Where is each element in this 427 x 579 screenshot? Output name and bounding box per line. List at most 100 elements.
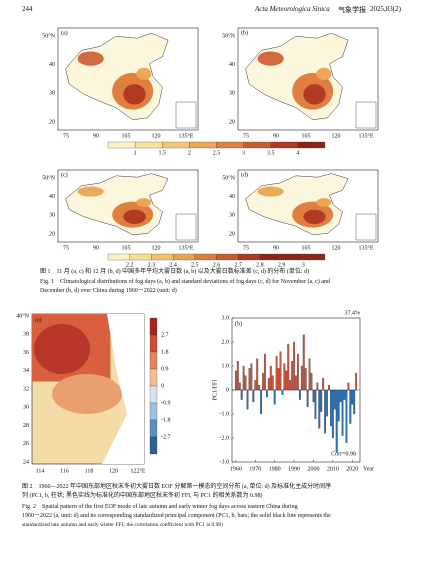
colorbar-cell [134,141,163,149]
bar [351,389,354,405]
colorbar-cell [149,436,158,455]
lat-label: 40 [49,62,55,68]
bar [302,334,305,391]
colorbar-label: -2.7 [161,434,171,440]
x-tick-label: 1970 [249,466,261,472]
bar [304,368,307,391]
bar [349,389,352,424]
inset [355,213,377,241]
lon-label: 90 [93,245,99,251]
colorbar-cell [149,419,158,438]
colorbar-cell [238,253,261,261]
bar [318,389,321,429]
bar [281,389,284,395]
lat-label: 38 [23,332,29,338]
fog-area [136,67,152,81]
lon-label: 105 [122,133,131,139]
lon-label: 75 [243,133,249,139]
bar [293,341,295,391]
colorbar-cell [243,141,271,149]
bar [254,380,257,391]
lat-label: 32 [23,386,29,392]
y-label: PC1/FFI [212,380,218,401]
fog-area [77,51,104,66]
panel-label: (c) [61,171,68,178]
bar [258,385,261,391]
bar [291,361,294,391]
colorbar-label: 1 [134,150,137,156]
colorbar-label: -0.9 [161,400,171,406]
lon-label: 120 [109,468,118,474]
bar [322,377,325,391]
bar [250,363,253,391]
fog-area [136,198,152,207]
x-tick-label: 2010 [327,466,339,472]
bar [308,358,311,391]
bar [353,389,356,415]
panel-label: (a) [61,29,68,36]
bar [310,373,313,391]
colorbar-label: 2.8 [256,262,264,268]
corr: Corr=0.98 [331,451,356,457]
bar [337,389,340,422]
lon-label: 105 [302,245,311,251]
colorbar-cell [107,253,130,261]
caption: 图 2 1960—2022 年中国东部地区秋末冬初大雾日数 EOF 分解第一模态… [22,484,332,490]
bar [341,389,344,436]
bar [244,375,247,391]
lat-label: 28 [23,423,29,429]
x-tick-label: 2000 [307,466,319,472]
journal: Acta Meteorologica Sinica [255,5,330,13]
colorbar-label: 0 [161,383,164,389]
variance: 37.4% [345,310,361,316]
colorbar-cell [303,253,326,261]
lat-label: 40 [49,194,55,200]
bar [265,389,268,398]
colorbar-label: 2.5 [191,262,199,268]
inset [355,101,377,129]
colorbar-label: 3.5 [267,150,275,156]
colorbar-label: 1.8 [161,349,169,355]
bar [347,382,350,391]
panel-label: (a) [35,316,42,323]
colorbar-cell [259,253,282,261]
x-tick-label: 2020 [346,466,358,472]
bar [298,389,301,400]
colorbar-cell [281,253,304,261]
bar [333,389,336,410]
lon-label: 75 [63,133,69,139]
colorbar-label: 2.5 [213,150,221,156]
fog-area [316,67,332,81]
panel-label: (b) [235,320,242,327]
x-tick-label: 1980 [269,466,281,472]
fog-area [123,84,146,105]
lat-label: 30 [229,213,235,219]
colorbar-cell [189,141,217,149]
colorbar-cell [297,141,326,149]
bar [252,389,255,403]
lon-label: 90 [273,245,279,251]
lon-label: 120 [152,133,161,139]
colorbar-cell [172,253,195,261]
colorbar-cell [270,141,299,149]
bar [312,389,315,403]
bar [295,375,297,391]
lon-label: 105 [122,245,131,251]
fog-area [303,209,326,224]
colorbar-cell [194,253,217,261]
lon-label: 114 [36,468,45,474]
y-tick-label: 2.0 [222,339,230,345]
bar [326,389,328,417]
colorbar-label: 2.7 [234,262,242,268]
colorbar-label: 2.3 [148,262,156,268]
lon-label: 105 [302,133,311,139]
colorbar-cell [216,253,239,261]
bar [285,370,288,391]
bar [335,389,338,453]
fog-area [34,324,90,374]
fog-area [257,186,284,197]
lat-label: 40°N [16,312,29,319]
bar [331,389,334,439]
lon-label: 75 [243,245,249,251]
bar [277,368,280,391]
